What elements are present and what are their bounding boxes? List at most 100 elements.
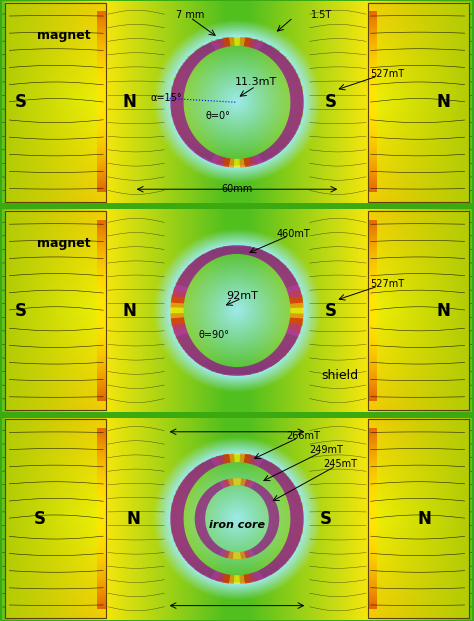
Polygon shape [174,121,187,125]
Polygon shape [290,301,303,303]
Polygon shape [278,476,288,483]
Polygon shape [176,284,188,288]
Polygon shape [178,279,190,284]
Polygon shape [254,40,259,49]
Polygon shape [291,307,303,308]
Polygon shape [260,491,267,496]
Polygon shape [255,363,261,372]
Polygon shape [196,510,206,512]
Polygon shape [217,40,221,48]
Polygon shape [248,481,253,487]
Polygon shape [273,351,283,358]
Polygon shape [172,298,184,300]
Polygon shape [224,480,228,487]
Polygon shape [222,550,226,556]
Polygon shape [283,276,294,281]
Polygon shape [272,53,281,60]
Polygon shape [280,135,291,141]
Polygon shape [195,512,206,513]
Polygon shape [244,37,246,46]
Polygon shape [290,513,303,514]
Polygon shape [188,348,198,355]
Polygon shape [220,481,225,487]
Polygon shape [268,511,279,513]
Polygon shape [176,284,188,288]
Polygon shape [205,568,211,576]
Polygon shape [180,131,191,136]
Polygon shape [245,551,247,558]
Polygon shape [174,120,186,123]
Polygon shape [180,484,191,489]
Polygon shape [206,152,212,160]
Polygon shape [203,538,211,543]
Polygon shape [173,535,186,538]
Polygon shape [201,358,209,366]
Polygon shape [171,511,184,512]
Polygon shape [204,462,210,469]
Polygon shape [211,571,217,579]
Polygon shape [286,76,298,80]
Polygon shape [179,70,191,75]
Polygon shape [176,283,188,287]
Polygon shape [260,542,268,546]
Polygon shape [255,364,259,372]
Polygon shape [203,462,210,470]
Polygon shape [290,317,303,318]
Polygon shape [242,158,243,168]
Polygon shape [217,156,221,165]
Polygon shape [282,133,293,138]
Polygon shape [206,491,214,496]
Polygon shape [195,52,203,58]
Polygon shape [201,255,208,263]
Polygon shape [246,38,248,47]
Polygon shape [288,81,300,84]
Polygon shape [251,483,255,489]
Polygon shape [261,541,269,545]
Polygon shape [266,502,276,505]
Polygon shape [248,455,251,463]
Polygon shape [217,40,221,48]
Polygon shape [206,153,213,160]
Polygon shape [260,542,268,546]
Polygon shape [190,264,200,270]
Polygon shape [235,453,236,462]
Polygon shape [172,506,184,508]
Polygon shape [290,109,303,111]
Polygon shape [225,551,228,558]
Polygon shape [210,250,216,259]
Text: magnet: magnet [36,29,90,42]
Polygon shape [251,365,255,374]
Polygon shape [261,492,269,496]
Polygon shape [285,544,297,548]
Polygon shape [264,537,273,540]
Polygon shape [210,42,216,50]
Polygon shape [172,295,185,297]
Polygon shape [240,37,241,46]
Polygon shape [171,112,184,114]
Polygon shape [235,453,236,462]
Polygon shape [267,529,277,531]
Polygon shape [283,132,294,137]
Polygon shape [186,555,196,561]
Polygon shape [245,366,246,375]
Polygon shape [235,37,236,46]
Polygon shape [276,557,286,563]
Polygon shape [273,144,282,151]
Polygon shape [286,492,298,496]
Polygon shape [290,89,302,91]
Polygon shape [200,465,207,472]
Polygon shape [255,363,260,372]
Polygon shape [245,454,247,463]
Polygon shape [265,358,273,366]
Polygon shape [281,273,292,278]
Polygon shape [225,480,228,486]
Polygon shape [253,156,257,165]
Polygon shape [268,510,278,512]
Polygon shape [244,551,247,558]
Polygon shape [197,258,205,266]
Polygon shape [171,317,184,319]
Polygon shape [172,504,185,507]
Polygon shape [195,468,204,474]
Polygon shape [244,158,246,167]
Polygon shape [209,570,214,578]
